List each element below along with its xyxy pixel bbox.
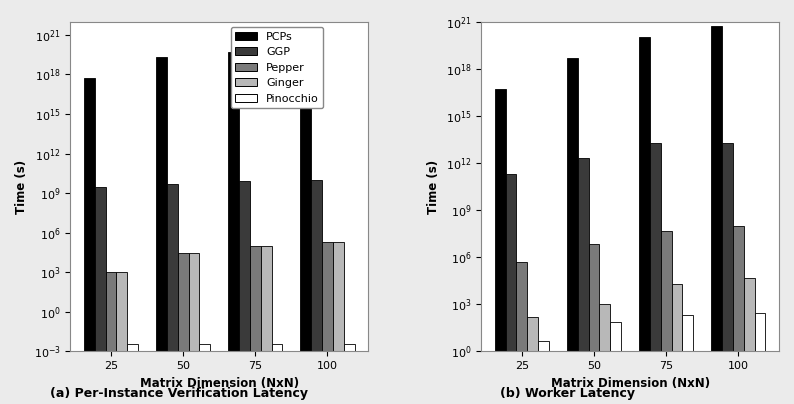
X-axis label: Matrix Dimension (NxN): Matrix Dimension (NxN) [140,377,299,390]
Bar [516,262,527,404]
Bar [344,343,355,404]
Bar [239,181,250,404]
Bar [260,246,272,404]
Bar [156,57,167,404]
Bar [506,174,516,404]
Bar [599,304,611,404]
Bar [117,272,127,404]
Bar [611,322,621,404]
Bar [250,246,260,404]
Bar [188,253,199,404]
Bar [311,180,322,404]
Y-axis label: Time (s): Time (s) [15,160,28,214]
Bar [228,52,239,404]
Bar [106,272,117,404]
Bar [567,58,578,404]
Bar [495,89,506,404]
Bar [661,231,672,404]
Bar [272,343,283,404]
Bar [84,78,94,404]
Bar [527,317,538,404]
Bar [94,187,106,404]
Bar [723,143,733,404]
Bar [538,341,549,404]
Legend: PCPs, GGP, Pepper, Ginger, Pinocchio: PCPs, GGP, Pepper, Ginger, Pinocchio [231,27,323,108]
Bar [650,143,661,404]
Bar [744,278,754,404]
Text: (a) Per-Instance Verification Latency: (a) Per-Instance Verification Latency [50,387,307,400]
Bar [639,37,650,404]
Bar [683,316,693,404]
Bar [178,253,188,404]
Bar [322,242,333,404]
Bar [167,184,178,404]
Text: (b) Worker Latency: (b) Worker Latency [500,387,635,400]
Bar [127,343,138,404]
Bar [300,31,311,404]
Bar [711,26,723,404]
Bar [733,226,744,404]
Bar [588,244,599,404]
Y-axis label: Time (s): Time (s) [427,160,441,214]
Bar [333,242,344,404]
Bar [578,158,588,404]
Bar [199,343,210,404]
Bar [672,284,683,404]
Bar [754,313,765,404]
X-axis label: Matrix Dimension (NxN): Matrix Dimension (NxN) [550,377,710,390]
